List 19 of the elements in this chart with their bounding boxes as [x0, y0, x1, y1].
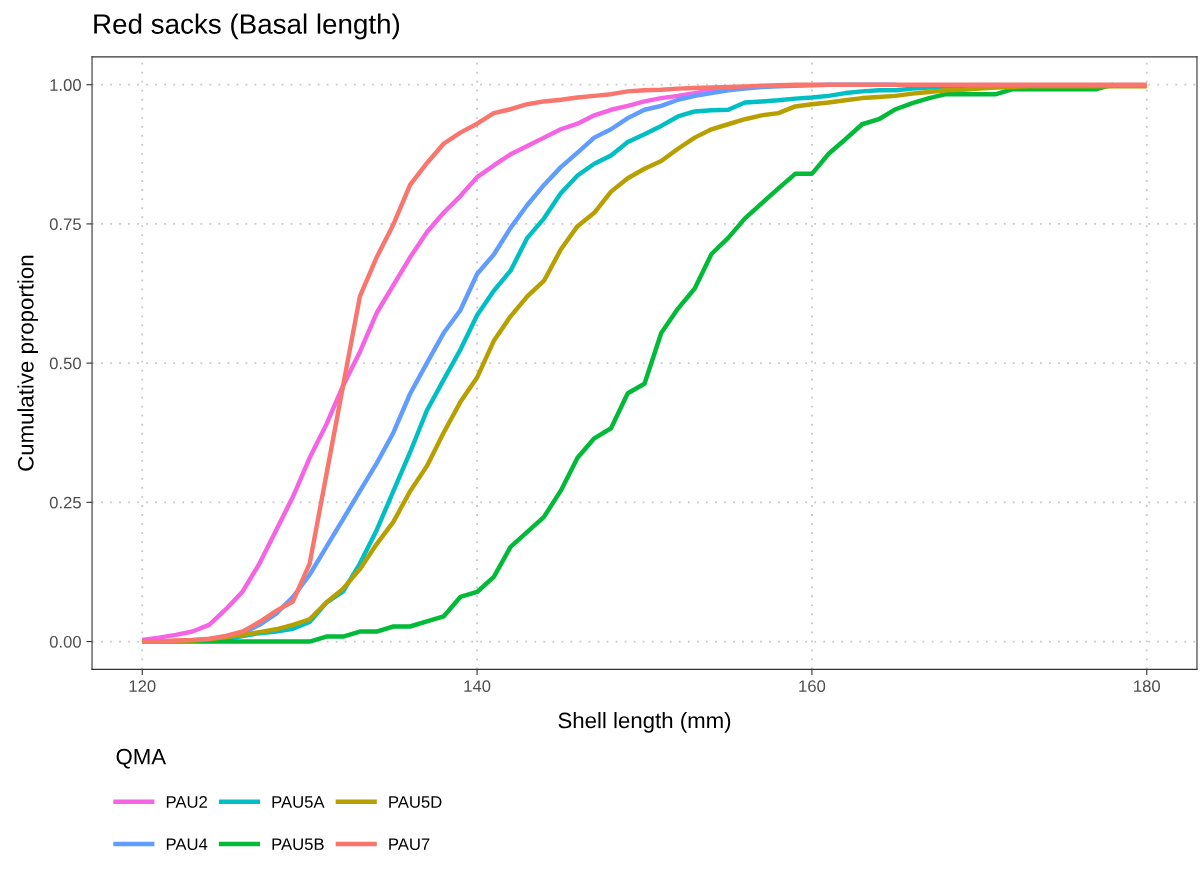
x-tick-label: 120: [129, 680, 156, 693]
chart-title: Red sacks (Basal length): [94, 13, 400, 40]
legend-label: PAU5B: [272, 838, 324, 851]
y-axis-title: Cumulative proportion: [17, 255, 39, 471]
legend-label: PAU4: [166, 838, 208, 851]
legend-label: PAU5A: [272, 796, 325, 808]
x-tick-label: 180: [1134, 680, 1161, 693]
y-tick-label: 0.75: [49, 218, 81, 231]
legend-label: PAU5D: [389, 796, 442, 808]
y-tick-label: 0.00: [49, 635, 81, 648]
y-tick-label: 1.00: [50, 79, 81, 91]
x-tick-label: 140: [464, 680, 491, 693]
x-axis-title: Shell length (mm): [558, 711, 731, 733]
legend-label: PAU2: [166, 796, 207, 808]
legend-title: QMA: [116, 748, 167, 769]
x-tick-label: 160: [799, 680, 826, 693]
legend-label: PAU7: [389, 838, 430, 851]
y-tick-label: 0.25: [49, 496, 81, 509]
y-tick-label: 0.50: [49, 357, 81, 370]
